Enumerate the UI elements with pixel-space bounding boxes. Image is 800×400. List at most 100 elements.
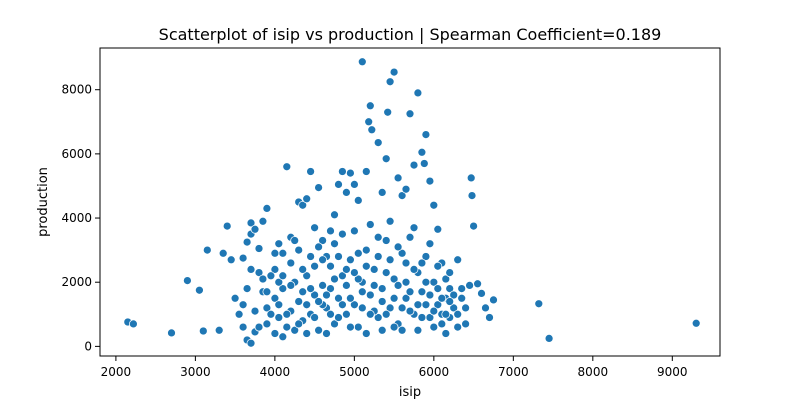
data-point [254, 268, 264, 277]
data-point [278, 271, 288, 281]
y-tick-label: 6000 [61, 147, 92, 161]
data-point [367, 125, 377, 135]
y-tick-label: 8000 [61, 83, 92, 97]
data-point [302, 300, 312, 310]
data-point [453, 322, 463, 332]
data-point [338, 300, 347, 310]
data-point [270, 248, 280, 258]
data-point [457, 293, 467, 303]
data-point [373, 313, 383, 322]
data-point [286, 281, 296, 290]
data-point [393, 173, 403, 183]
data-point [401, 184, 411, 194]
data-point [409, 265, 419, 274]
data-point [330, 210, 339, 220]
data-point [318, 236, 327, 245]
data-point [381, 236, 391, 245]
y-tick-label: 4000 [61, 211, 92, 225]
data-point [254, 244, 264, 253]
data-point [361, 245, 371, 255]
data-point [425, 176, 435, 186]
data-point [445, 297, 455, 306]
data-point [254, 322, 264, 332]
x-tick-label: 4000 [260, 365, 291, 379]
data-point [246, 265, 256, 274]
data-point [278, 284, 288, 293]
data-point [342, 281, 351, 290]
data-point [274, 313, 284, 322]
data-point [377, 297, 387, 306]
data-point [334, 293, 343, 303]
data-point [330, 239, 339, 249]
data-point [274, 239, 284, 249]
data-points [123, 57, 701, 348]
data-point [429, 322, 439, 332]
data-point [318, 255, 327, 265]
data-point [397, 248, 407, 258]
data-point [373, 138, 383, 147]
data-point [365, 101, 375, 111]
data-point [691, 318, 701, 328]
plot-area [99, 47, 721, 357]
data-point [306, 167, 315, 176]
data-point [322, 290, 331, 300]
data-point [385, 77, 395, 87]
x-tick-label: 8000 [578, 365, 609, 379]
data-point [364, 117, 374, 127]
data-point [294, 297, 304, 306]
data-point [226, 255, 236, 265]
data-point [381, 154, 391, 164]
data-point [222, 221, 232, 231]
data-point [326, 284, 335, 293]
data-point [242, 284, 252, 293]
x-axis: 2000 3000 4000 5000 6000 7000 8000 9000 [101, 356, 688, 379]
data-point [266, 271, 276, 281]
data-point [389, 67, 399, 77]
data-point [381, 309, 391, 319]
data-point [397, 303, 407, 313]
data-point [314, 183, 323, 192]
data-point [183, 276, 192, 285]
data-point [369, 281, 379, 290]
data-point [278, 248, 288, 258]
data-point [419, 159, 429, 168]
data-point [357, 303, 367, 313]
data-point [465, 281, 474, 290]
x-axis-label: isip [399, 385, 421, 400]
data-point [246, 218, 256, 228]
data-point [389, 293, 399, 303]
data-point [346, 255, 355, 265]
data-point [342, 188, 351, 197]
data-point [294, 319, 304, 329]
data-point [250, 306, 260, 316]
data-point [314, 325, 323, 335]
data-point [449, 290, 459, 300]
data-point [302, 329, 312, 338]
data-point [290, 236, 300, 245]
data-point [385, 255, 395, 265]
data-point [361, 167, 371, 176]
data-point [433, 224, 443, 234]
data-point [389, 274, 399, 284]
data-point [485, 313, 494, 322]
data-point [409, 223, 419, 233]
data-point [214, 325, 224, 335]
data-point [238, 322, 248, 332]
data-point [469, 221, 478, 231]
data-point [417, 258, 427, 268]
data-point [282, 309, 292, 319]
data-point [350, 300, 359, 310]
data-point [129, 319, 138, 329]
data-point [298, 265, 308, 274]
data-point [334, 180, 343, 189]
data-point [421, 300, 431, 310]
data-point [310, 313, 319, 322]
data-point [198, 326, 208, 336]
data-point [409, 160, 419, 170]
data-point [373, 252, 383, 261]
data-point [350, 268, 359, 277]
data-point [346, 322, 355, 332]
data-point [377, 325, 387, 335]
data-point [357, 57, 367, 67]
